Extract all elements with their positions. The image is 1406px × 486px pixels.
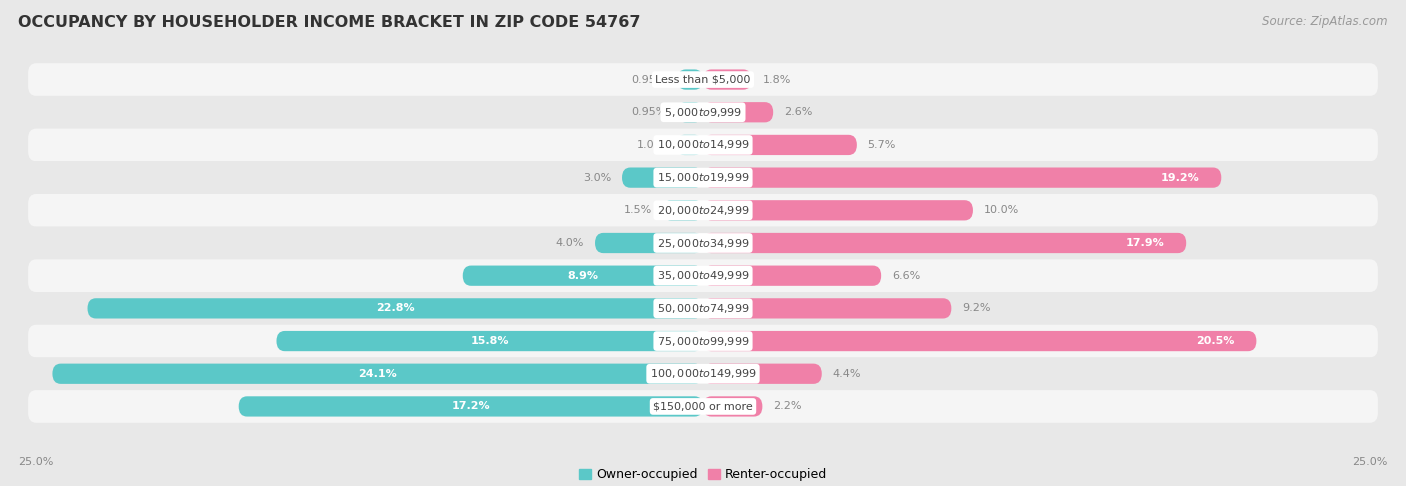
FancyBboxPatch shape <box>28 325 1378 357</box>
Text: 3.0%: 3.0% <box>583 173 612 183</box>
Text: 6.6%: 6.6% <box>891 271 920 281</box>
Text: 25.0%: 25.0% <box>1353 456 1388 467</box>
FancyBboxPatch shape <box>703 298 952 318</box>
Text: 0.95%: 0.95% <box>631 107 666 117</box>
Text: 17.2%: 17.2% <box>451 401 491 412</box>
FancyBboxPatch shape <box>28 63 1378 96</box>
Text: 0.95%: 0.95% <box>631 74 666 85</box>
FancyBboxPatch shape <box>28 96 1378 129</box>
FancyBboxPatch shape <box>621 168 703 188</box>
FancyBboxPatch shape <box>703 331 1257 351</box>
FancyBboxPatch shape <box>703 102 773 122</box>
FancyBboxPatch shape <box>28 194 1378 226</box>
Text: 1.8%: 1.8% <box>762 74 790 85</box>
Text: 25.0%: 25.0% <box>18 456 53 467</box>
FancyBboxPatch shape <box>52 364 703 384</box>
Text: Less than $5,000: Less than $5,000 <box>655 74 751 85</box>
FancyBboxPatch shape <box>662 200 703 221</box>
FancyBboxPatch shape <box>703 69 752 90</box>
Text: $20,000 to $24,999: $20,000 to $24,999 <box>657 204 749 217</box>
FancyBboxPatch shape <box>28 129 1378 161</box>
Text: 2.6%: 2.6% <box>785 107 813 117</box>
Text: $100,000 to $149,999: $100,000 to $149,999 <box>650 367 756 380</box>
Text: 15.8%: 15.8% <box>471 336 509 346</box>
FancyBboxPatch shape <box>678 69 703 90</box>
FancyBboxPatch shape <box>28 260 1378 292</box>
FancyBboxPatch shape <box>703 135 856 155</box>
Text: $25,000 to $34,999: $25,000 to $34,999 <box>657 237 749 249</box>
Text: $50,000 to $74,999: $50,000 to $74,999 <box>657 302 749 315</box>
Text: 17.9%: 17.9% <box>1126 238 1164 248</box>
Text: $15,000 to $19,999: $15,000 to $19,999 <box>657 171 749 184</box>
Text: Source: ZipAtlas.com: Source: ZipAtlas.com <box>1263 15 1388 28</box>
Text: 20.5%: 20.5% <box>1197 336 1234 346</box>
FancyBboxPatch shape <box>28 390 1378 423</box>
Text: $75,000 to $99,999: $75,000 to $99,999 <box>657 334 749 347</box>
Text: $5,000 to $9,999: $5,000 to $9,999 <box>664 106 742 119</box>
Text: 4.0%: 4.0% <box>555 238 585 248</box>
Text: $150,000 or more: $150,000 or more <box>654 401 752 412</box>
FancyBboxPatch shape <box>703 364 821 384</box>
FancyBboxPatch shape <box>595 233 703 253</box>
FancyBboxPatch shape <box>239 396 703 417</box>
FancyBboxPatch shape <box>28 357 1378 390</box>
Text: OCCUPANCY BY HOUSEHOLDER INCOME BRACKET IN ZIP CODE 54767: OCCUPANCY BY HOUSEHOLDER INCOME BRACKET … <box>18 15 641 30</box>
Text: 22.8%: 22.8% <box>375 303 415 313</box>
Text: 10.0%: 10.0% <box>984 205 1019 215</box>
Text: 9.2%: 9.2% <box>962 303 991 313</box>
Text: $10,000 to $14,999: $10,000 to $14,999 <box>657 139 749 152</box>
FancyBboxPatch shape <box>703 168 1222 188</box>
FancyBboxPatch shape <box>28 161 1378 194</box>
FancyBboxPatch shape <box>28 226 1378 260</box>
FancyBboxPatch shape <box>463 265 703 286</box>
Text: 4.4%: 4.4% <box>832 369 860 379</box>
Text: 5.7%: 5.7% <box>868 140 896 150</box>
Text: 2.2%: 2.2% <box>773 401 801 412</box>
Legend: Owner-occupied, Renter-occupied: Owner-occupied, Renter-occupied <box>574 464 832 486</box>
Text: 19.2%: 19.2% <box>1161 173 1199 183</box>
FancyBboxPatch shape <box>703 200 973 221</box>
FancyBboxPatch shape <box>87 298 703 318</box>
FancyBboxPatch shape <box>703 396 762 417</box>
Text: 1.5%: 1.5% <box>623 205 652 215</box>
FancyBboxPatch shape <box>28 292 1378 325</box>
FancyBboxPatch shape <box>678 102 703 122</box>
Text: 1.0%: 1.0% <box>637 140 665 150</box>
Text: 24.1%: 24.1% <box>359 369 396 379</box>
FancyBboxPatch shape <box>676 135 703 155</box>
FancyBboxPatch shape <box>277 331 703 351</box>
Text: $35,000 to $49,999: $35,000 to $49,999 <box>657 269 749 282</box>
Text: 8.9%: 8.9% <box>568 271 599 281</box>
FancyBboxPatch shape <box>703 233 1187 253</box>
FancyBboxPatch shape <box>703 265 882 286</box>
